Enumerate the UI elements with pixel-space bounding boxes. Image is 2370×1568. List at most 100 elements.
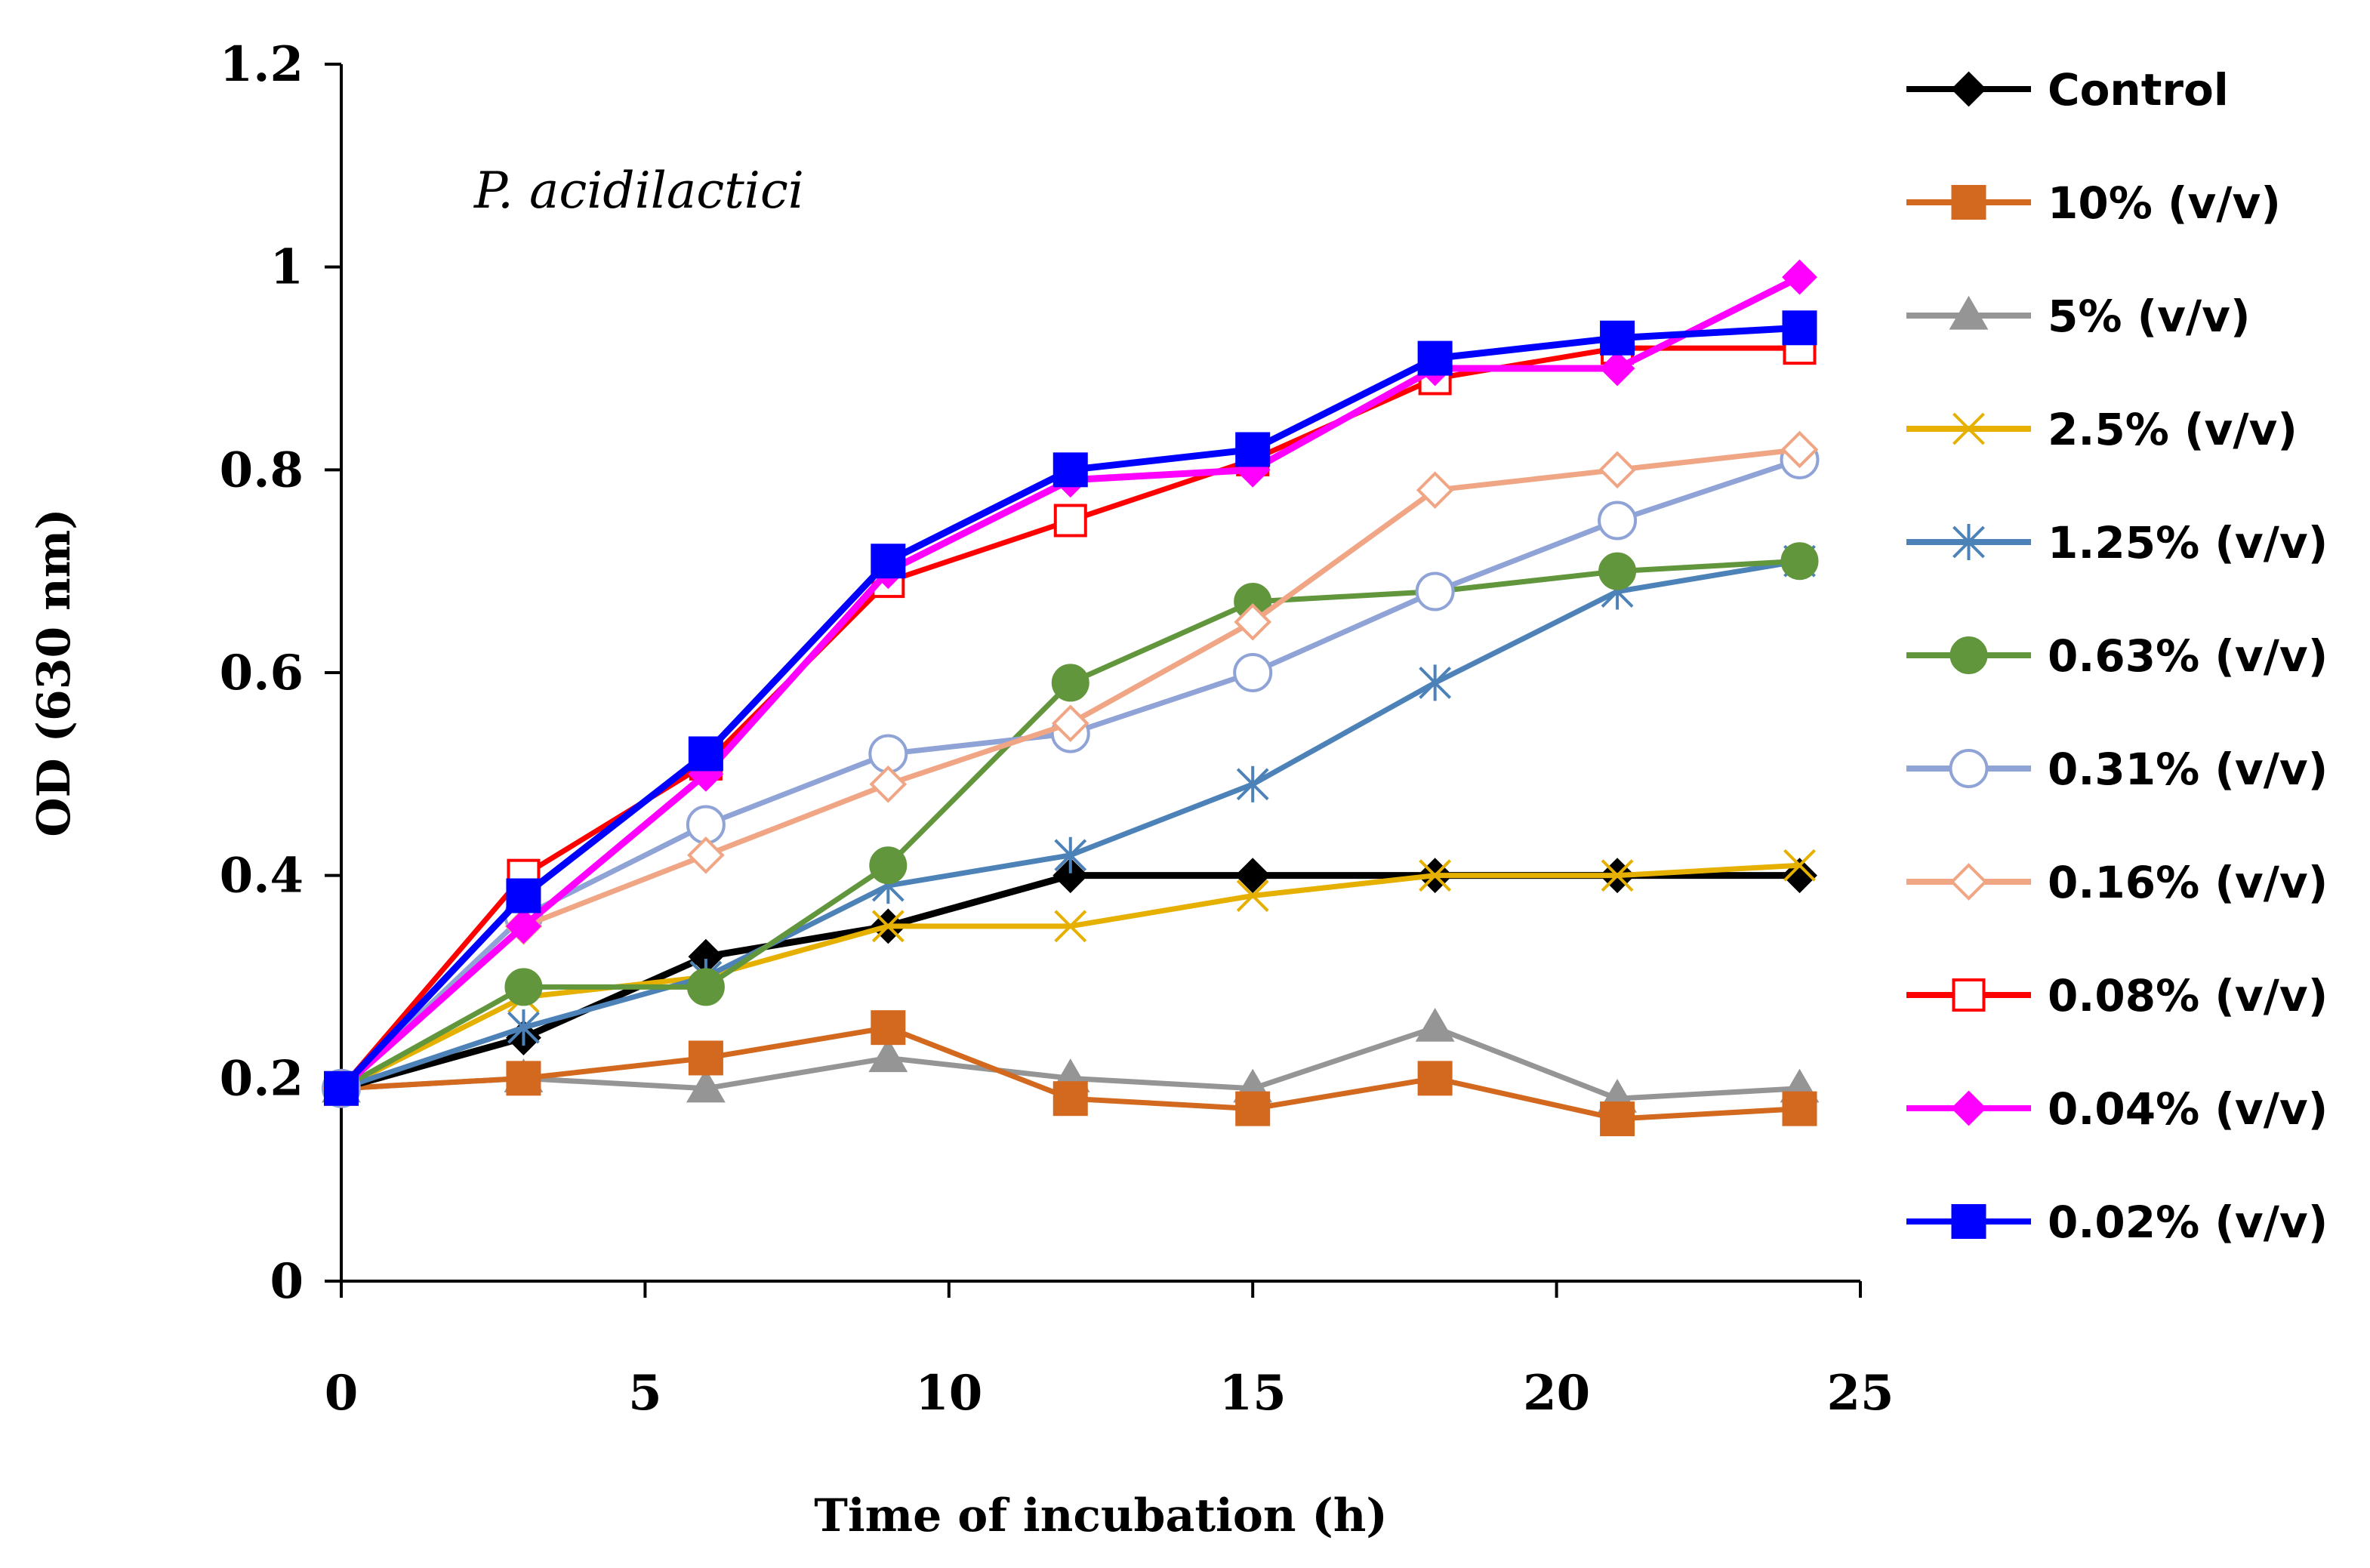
marker-square: [688, 736, 723, 772]
marker-circle: [504, 968, 543, 1006]
marker-circle-open: [1233, 653, 1273, 692]
y-tick-label: 0.2: [220, 1050, 304, 1107]
marker-asterisk: [1236, 766, 1269, 802]
marker-x: [1236, 879, 1269, 912]
x-tick-label: 0: [325, 1365, 359, 1422]
legend-item: 0.08% (v/v): [1906, 970, 2328, 1021]
legend-label: 0.02% (v/v): [2048, 1197, 2328, 1248]
series-layer: [322, 259, 1820, 1137]
series-4: [325, 543, 1816, 1107]
marker-diamond-open: [687, 836, 725, 874]
legend-label: 0.16% (v/v): [2048, 857, 2328, 908]
x-tick-label: 20: [1523, 1365, 1590, 1422]
marker-square: [1235, 1091, 1271, 1126]
marker-square: [871, 1010, 906, 1046]
marker-asterisk: [1054, 836, 1087, 873]
ticks: 0 0.2 0.4 0.6 0.8 1 1.2 0 5 10 15 20 25: [220, 36, 1894, 1422]
marker-square: [1417, 1061, 1453, 1096]
y-tick-label: 0.6: [220, 645, 304, 701]
legend-item: 10% (v/v): [1906, 177, 2281, 229]
marker-x: [1054, 910, 1087, 943]
series-2: [322, 1007, 1820, 1113]
series-line: [340, 558, 1800, 1091]
marker-triangle: [686, 1068, 726, 1103]
marker-square: [871, 544, 906, 579]
legend-label: 10% (v/v): [2048, 177, 2281, 229]
marker-x: [1952, 412, 1985, 445]
marker-diamond-open: [1416, 471, 1454, 510]
series-6: [322, 439, 1820, 1108]
marker-circle: [686, 968, 725, 1006]
marker-diamond: [1782, 259, 1817, 295]
marker-diamond: [1951, 1090, 1986, 1126]
x-tick-label: 15: [1219, 1365, 1287, 1422]
marker-circle-open: [1598, 501, 1638, 541]
marker-square: [324, 1070, 359, 1106]
legend-item: 0.04% (v/v): [1906, 1083, 2328, 1135]
marker-circle-open: [1949, 749, 1989, 788]
marker-square: [1782, 1091, 1817, 1126]
marker-square: [1600, 320, 1635, 356]
legend-item: 0.63% (v/v): [1906, 630, 2328, 682]
x-tick-label: 10: [915, 1365, 982, 1422]
marker-triangle: [1949, 295, 1989, 330]
legend-label: 2.5% (v/v): [2048, 404, 2298, 455]
chart-annotation: P. acidilactici: [473, 162, 804, 220]
marker-diamond-open: [1234, 603, 1272, 641]
marker-square: [688, 1040, 723, 1076]
marker-diamond: [506, 908, 541, 944]
marker-circle: [869, 846, 908, 885]
marker-circle: [1598, 552, 1637, 590]
marker-circle-open: [1415, 571, 1455, 611]
marker-x: [1419, 859, 1452, 892]
legend-item: 0.16% (v/v): [1906, 857, 2328, 908]
marker-diamond: [1234, 858, 1271, 894]
marker-diamond-open: [1780, 430, 1819, 469]
marker-square: [506, 1061, 541, 1096]
marker-square: [506, 878, 541, 913]
marker-diamond-open: [1051, 704, 1089, 742]
marker-diamond: [1599, 350, 1635, 387]
marker-diamond-open: [1598, 451, 1636, 489]
marker-square-open: [1053, 504, 1087, 538]
y-axis-title: OD (630 nm): [28, 508, 81, 836]
marker-circle: [1051, 664, 1089, 702]
marker-square: [1951, 1204, 1986, 1239]
y-tick-label: 0.4: [220, 848, 304, 904]
legend-item: Control: [1906, 64, 2229, 116]
marker-asterisk: [1952, 524, 1985, 560]
legend-label: 0.08% (v/v): [2048, 970, 2328, 1021]
marker-square: [1052, 1081, 1088, 1117]
marker-circle: [1780, 542, 1819, 581]
marker-square: [1417, 340, 1453, 376]
legend-label: 5% (v/v): [2048, 291, 2250, 342]
marker-triangle: [1415, 1007, 1455, 1042]
series-10: [324, 310, 1817, 1106]
marker-square-open: [1952, 978, 1986, 1012]
marker-asterisk: [1419, 664, 1452, 701]
series-line: [340, 558, 1801, 1092]
marker-square: [1782, 310, 1817, 346]
legend-item: 2.5% (v/v): [1906, 404, 2298, 455]
legend-item: 0.02% (v/v): [1906, 1197, 2328, 1248]
marker-square: [1052, 452, 1088, 488]
marker-diamond: [1052, 858, 1089, 894]
marker-diamond: [1951, 71, 1986, 107]
marker-square: [1600, 1101, 1635, 1137]
legend-item: 5% (v/v): [1906, 291, 2250, 342]
y-tick-label: 1.2: [220, 36, 304, 93]
y-tick-label: 0.8: [220, 442, 304, 498]
marker-x: [1783, 849, 1816, 882]
marker-x: [871, 910, 905, 943]
marker-square: [1235, 432, 1271, 467]
marker-triangle: [868, 1038, 908, 1073]
legend-item: 0.31% (v/v): [1906, 744, 2328, 795]
marker-asterisk: [507, 1009, 540, 1046]
legend-label: 0.04% (v/v): [2048, 1083, 2328, 1135]
y-tick-label: 1: [270, 239, 304, 296]
legend: Control 10% (v/v) 5% (v/v) 2.5% (v/v) 1.25% …: [1906, 64, 2328, 1248]
series-line: [340, 872, 1800, 1092]
x-tick-label: 25: [1826, 1365, 1894, 1422]
legend-label: 1.25% (v/v): [2048, 517, 2328, 568]
